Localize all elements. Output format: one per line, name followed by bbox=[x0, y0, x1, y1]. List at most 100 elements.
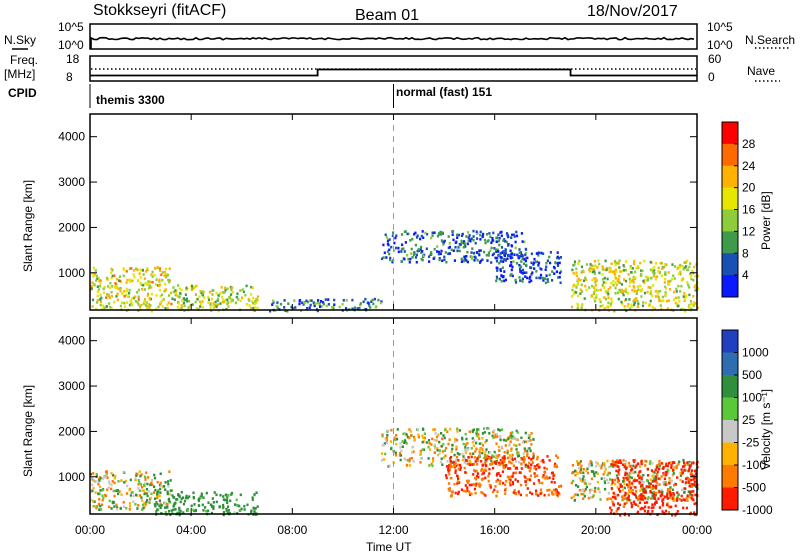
heatmap-cell bbox=[666, 307, 669, 310]
heatmap-cell bbox=[515, 444, 518, 447]
heatmap-cell bbox=[655, 481, 658, 484]
heatmap-cell bbox=[576, 460, 579, 463]
heatmap-cell bbox=[142, 273, 145, 276]
heatmap-cell bbox=[314, 302, 317, 306]
heatmap-cell bbox=[212, 302, 215, 305]
heatmap-cell bbox=[509, 256, 512, 260]
heatmap-cell bbox=[129, 494, 132, 497]
heatmap-cell bbox=[527, 436, 530, 440]
heatmap-cell bbox=[403, 230, 406, 233]
heatmap-cell bbox=[467, 479, 470, 483]
heatmap-cell bbox=[548, 273, 551, 277]
heatmap-cell bbox=[490, 246, 493, 250]
heatmap-cell bbox=[582, 475, 585, 478]
heatmap-cell bbox=[514, 492, 517, 495]
heatmap-cell bbox=[440, 445, 443, 448]
heatmap-cell bbox=[480, 467, 484, 471]
heatmap-cell bbox=[574, 284, 578, 288]
heatmap-cell bbox=[624, 491, 627, 495]
heatmap-cell bbox=[672, 274, 675, 277]
heatmap-cell bbox=[656, 465, 660, 469]
heatmap-cell bbox=[654, 475, 657, 479]
heatmap-cell bbox=[620, 269, 623, 273]
heatmap-cell bbox=[181, 299, 184, 302]
nsky-right-tick-top: 10^5 bbox=[707, 20, 733, 34]
heatmap-cell bbox=[217, 297, 220, 301]
heatmap-cell bbox=[115, 503, 118, 507]
heatmap-cell bbox=[164, 282, 167, 286]
heatmap-cell bbox=[609, 506, 612, 510]
heatmap-cell bbox=[612, 465, 615, 468]
heatmap-cell bbox=[493, 429, 496, 432]
heatmap-cell bbox=[533, 466, 536, 470]
colorbar-swatch bbox=[722, 442, 738, 466]
heatmap-cell bbox=[119, 304, 122, 308]
heatmap-cell bbox=[477, 432, 480, 436]
heatmap-cell bbox=[513, 489, 516, 492]
heatmap-cell bbox=[661, 502, 665, 505]
heatmap-cell bbox=[433, 451, 436, 454]
heatmap-cell bbox=[410, 456, 413, 460]
heatmap-cell bbox=[142, 506, 145, 510]
heatmap-cell bbox=[641, 304, 645, 308]
heatmap-cell bbox=[595, 461, 598, 464]
heatmap-cell bbox=[512, 260, 515, 263]
heatmap-cell bbox=[239, 299, 242, 303]
heatmap-cell bbox=[611, 495, 615, 499]
colorbar-swatch bbox=[722, 165, 738, 189]
heatmap-cell bbox=[592, 292, 595, 296]
heatmap-cell bbox=[154, 283, 157, 286]
heatmap-cell bbox=[665, 287, 668, 290]
heatmap-cell bbox=[193, 503, 196, 506]
heatmap-cell bbox=[411, 237, 414, 241]
heatmap-cell bbox=[430, 443, 433, 446]
heatmap-cell bbox=[417, 433, 420, 437]
heatmap-cell bbox=[404, 241, 407, 244]
heatmap-cell bbox=[172, 286, 175, 289]
heatmap-cell bbox=[625, 476, 628, 480]
colorbar-tick-label: 24 bbox=[742, 159, 756, 173]
heatmap-cell bbox=[626, 496, 629, 500]
heatmap-cell bbox=[90, 490, 93, 493]
heatmap-cell bbox=[640, 274, 643, 277]
heatmap-cell bbox=[696, 286, 699, 290]
heatmap-cell bbox=[658, 459, 661, 463]
heatmap-cell bbox=[95, 506, 98, 510]
heatmap-cell bbox=[635, 496, 638, 499]
heatmap-cell bbox=[621, 463, 625, 466]
heatmap-cell bbox=[683, 490, 686, 494]
heatmap-cell bbox=[160, 504, 163, 507]
heatmap-cell bbox=[524, 463, 527, 467]
heatmap-cell bbox=[603, 286, 606, 289]
heatmap-cell bbox=[91, 483, 94, 487]
heatmap-cell bbox=[99, 489, 102, 492]
heatmap-cell bbox=[90, 285, 93, 288]
heatmap-cell bbox=[510, 449, 513, 452]
heatmap-cell bbox=[419, 237, 422, 241]
heatmap-cell bbox=[252, 506, 255, 510]
heatmap-cell bbox=[603, 276, 606, 280]
heatmap-cell bbox=[484, 476, 487, 480]
heatmap-cell bbox=[658, 270, 661, 274]
heatmap-cell bbox=[433, 445, 436, 448]
heatmap-cell bbox=[644, 301, 647, 305]
heatmap-cell bbox=[108, 302, 111, 305]
heatmap-cell bbox=[634, 270, 637, 274]
heatmap-cell bbox=[496, 490, 499, 493]
heatmap-cell bbox=[647, 510, 650, 513]
heatmap-cell bbox=[459, 468, 462, 471]
heatmap-cell bbox=[687, 477, 690, 481]
heatmap-cell bbox=[543, 493, 546, 497]
heatmap-cell bbox=[412, 450, 415, 453]
heatmap-cell bbox=[222, 506, 225, 509]
heatmap-cell bbox=[140, 303, 143, 307]
heatmap-cell bbox=[182, 502, 185, 506]
heatmap-cell bbox=[492, 466, 495, 470]
heatmap-cell bbox=[369, 306, 372, 309]
heatmap-cell bbox=[92, 275, 95, 278]
heatmap-cell bbox=[465, 479, 469, 483]
heatmap-cell bbox=[456, 474, 459, 478]
heatmap-cell bbox=[646, 467, 649, 471]
heatmap-cell bbox=[173, 298, 176, 301]
heatmap-cell bbox=[475, 474, 479, 478]
